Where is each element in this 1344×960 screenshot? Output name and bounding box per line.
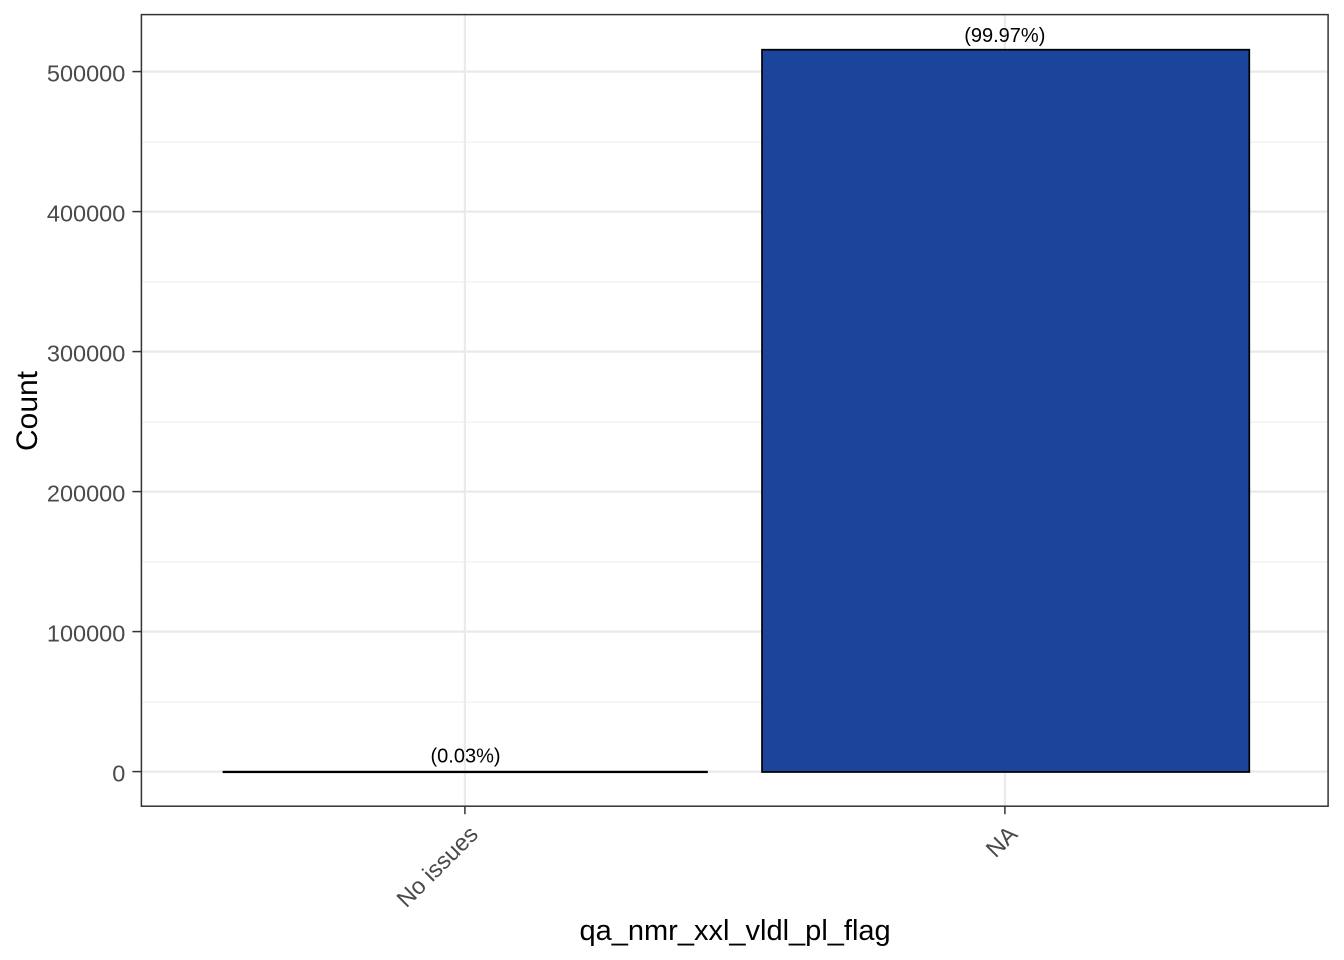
svg-text:0: 0 bbox=[112, 761, 125, 787]
svg-text:Count: Count bbox=[11, 370, 44, 451]
svg-text:100000: 100000 bbox=[47, 621, 125, 647]
svg-text:400000: 400000 bbox=[47, 201, 125, 227]
svg-text:(99.97%): (99.97%) bbox=[964, 25, 1045, 47]
svg-text:qa_nmr_xxl_vldl_pl_flag: qa_nmr_xxl_vldl_pl_flag bbox=[580, 915, 891, 947]
svg-text:200000: 200000 bbox=[47, 481, 125, 507]
svg-text:500000: 500000 bbox=[47, 61, 125, 87]
svg-text:300000: 300000 bbox=[47, 341, 125, 367]
svg-text:(0.03%): (0.03%) bbox=[430, 746, 500, 768]
